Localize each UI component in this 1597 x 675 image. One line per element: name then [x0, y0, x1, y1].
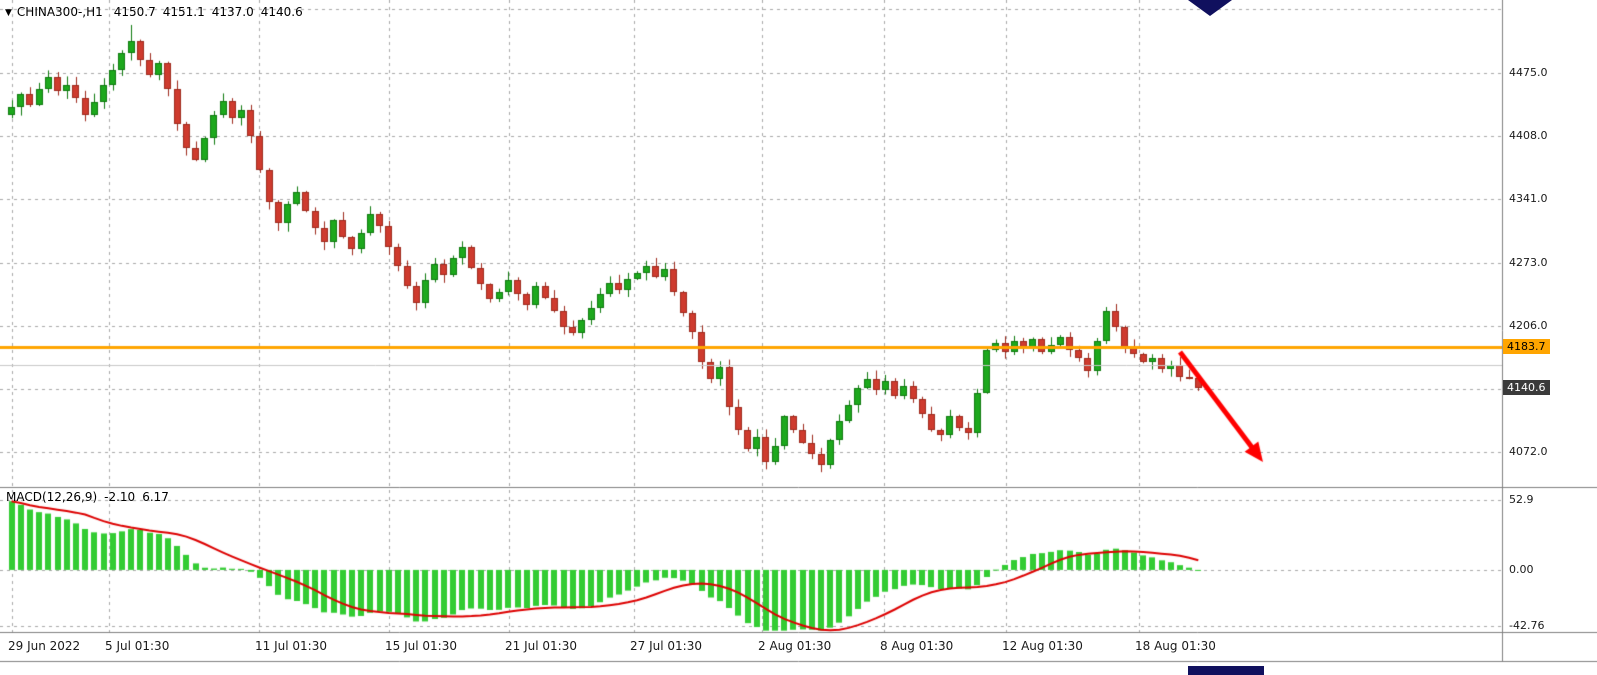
time-tick-label: 27 Jul 01:30: [630, 639, 702, 653]
symbol-period-label: CHINA300-,H1: [16, 5, 103, 19]
time-tick-label: 11 Jul 01:30: [255, 639, 327, 653]
time-tick-label: 21 Jul 01:30: [505, 639, 577, 653]
price-tick-label: 4341.0: [1509, 191, 1548, 205]
time-tick-label: 18 Aug 01:30: [1135, 639, 1216, 653]
quote-close: 4140.6: [260, 5, 303, 19]
macd-tick-label: -42.76: [1509, 619, 1545, 633]
price-tick-label: 4475.0: [1509, 65, 1548, 79]
symbol-dropdown-icon[interactable]: ▼: [5, 8, 12, 18]
time-tick-label: 5 Jul 01:30: [105, 639, 170, 653]
time-tick-label: 15 Jul 01:30: [385, 639, 457, 653]
time-axis[interactable]: 29 Jun 2022 5 Jul 01:30 11 Jul 01:30 15 Jul…: [0, 633, 1502, 661]
quote-low: 4137.0: [211, 5, 254, 19]
macd-tick-label: 52.9: [1509, 493, 1534, 507]
price-tick-label: 4408.0: [1509, 128, 1548, 142]
chart-title: ▼ CHINA300-,H1 4150.7 4151.1 4137.0 4140.6: [5, 5, 310, 19]
window-edge-fragment: [1188, 666, 1264, 675]
quote-open: 4150.7: [113, 5, 156, 19]
macd-indicator-header: MACD(12,26,9) -2.10 6.17: [6, 490, 176, 504]
time-tick-label: 8 Aug 01:30: [880, 639, 954, 653]
price-tag: 4183.7: [1503, 338, 1550, 354]
macd-signal-value: 6.17: [142, 490, 169, 504]
price-tick-label: 4072.0: [1509, 445, 1548, 459]
macd-tick-label: 0.00: [1509, 562, 1534, 576]
time-tick-label: 2 Aug 01:30: [758, 639, 832, 653]
time-tick-label: 29 Jun 2022: [8, 639, 81, 653]
price-tick-label: 4206.0: [1509, 318, 1548, 332]
quote-high: 4151.1: [162, 5, 205, 19]
macd-indicator-label: MACD(12,26,9): [6, 490, 98, 504]
price-tag: 4140.6: [1503, 379, 1550, 395]
chart-shift-marker-icon[interactable]: [1188, 0, 1232, 16]
macd-main-value: -2.10: [104, 490, 136, 504]
price-axis[interactable]: 4475.0 4408.0 4341.0 4273.0 4206.0 4072.0 4183…: [1502, 0, 1597, 661]
price-tick-label: 4273.0: [1509, 255, 1548, 269]
time-tick-label: 12 Aug 01:30: [1002, 639, 1083, 653]
